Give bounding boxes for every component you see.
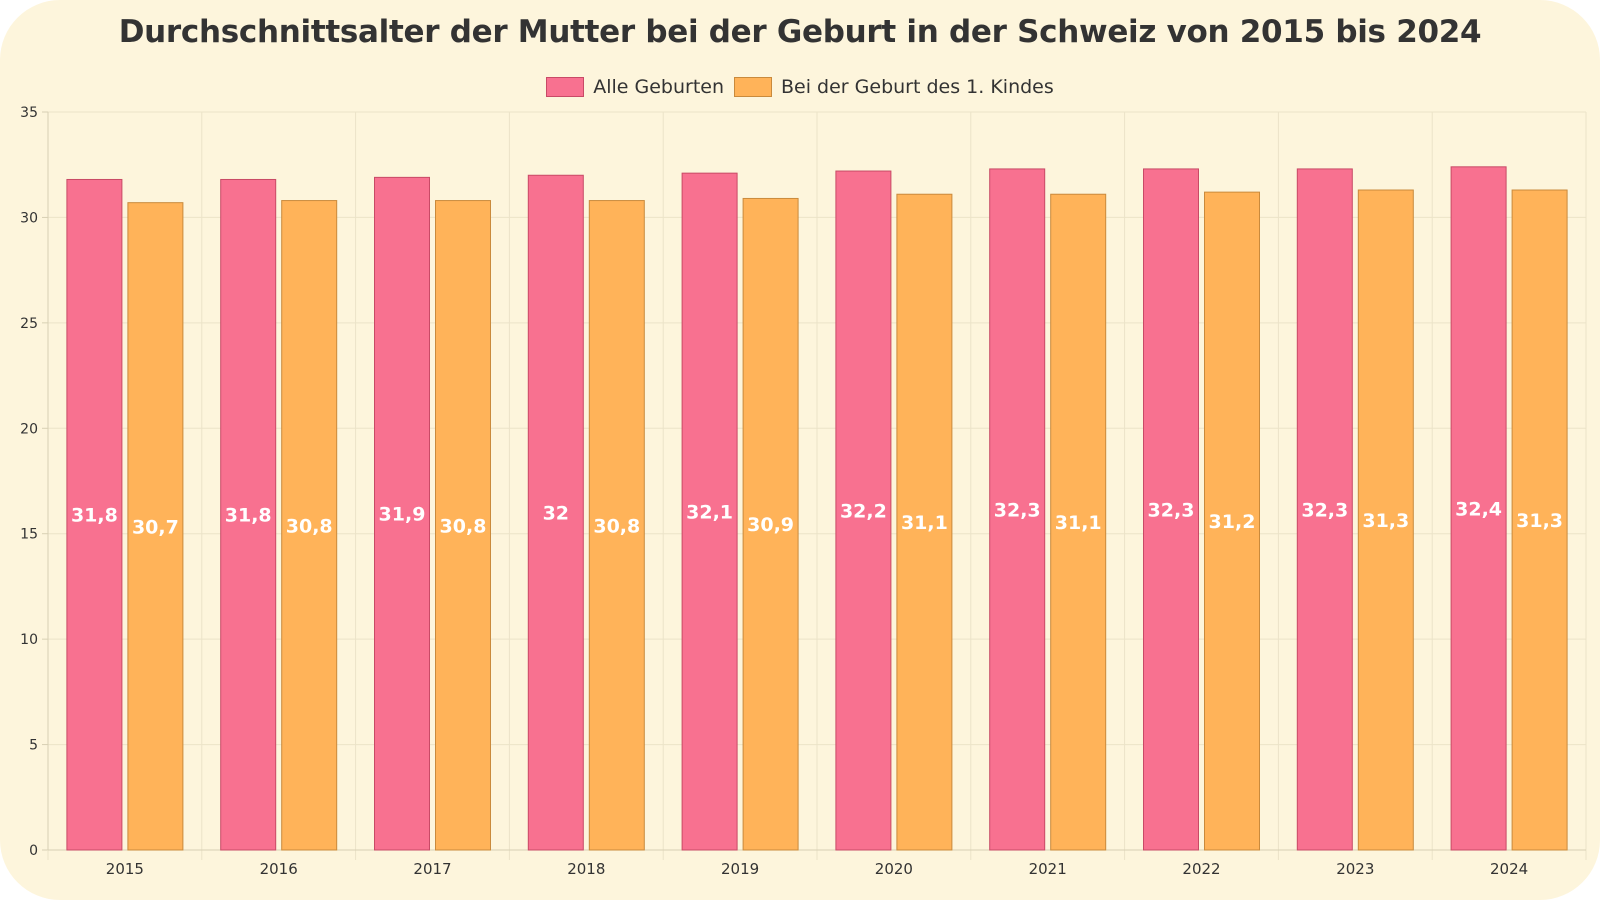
bar-value-label: 30,8 (286, 515, 333, 537)
bar-value-label: 31,1 (1055, 512, 1102, 534)
bar-value-label: 31,3 (1516, 510, 1563, 532)
bar-value-label: 32,3 (1301, 499, 1348, 521)
bar-value-label: 30,9 (747, 514, 794, 536)
x-tick-label: 2021 (1029, 860, 1067, 878)
chart-title: Durchschnittsalter der Mutter bei der Ge… (118, 14, 1482, 50)
bar-alle-geburten-2021[interactable] (989, 168, 1046, 851)
x-tick-label: 2016 (260, 860, 298, 878)
y-tick-label: 15 (20, 527, 38, 543)
legend-swatch-erstes-kind (734, 77, 773, 97)
bar-alle-geburten-2016[interactable] (220, 178, 277, 851)
bar-erstes-kind-2015[interactable] (127, 202, 184, 851)
bar-alle-geburten-2020[interactable] (835, 170, 892, 851)
bar-value-label: 31,9 (379, 504, 426, 526)
bar-value-label: 32,3 (994, 499, 1041, 521)
chart-legend: Alle Geburten Bei der Geburt des 1. Kind… (0, 76, 1600, 98)
bar-value-label: 32,1 (686, 502, 733, 524)
bar-alle-geburten-2023[interactable] (1296, 168, 1353, 851)
legend-item-alle-geburten[interactable]: Alle Geburten (546, 76, 724, 98)
x-tick-label: 2019 (721, 860, 759, 878)
bar-erstes-kind-2024[interactable] (1511, 189, 1568, 851)
legend-label-erstes-kind: Bei der Geburt des 1. Kindes (781, 76, 1054, 98)
bar-value-label: 30,8 (440, 515, 487, 537)
bar-erstes-kind-2020[interactable] (896, 193, 953, 851)
legend-label-alle-geburten: Alle Geburten (593, 76, 725, 98)
bar-erstes-kind-2017[interactable] (435, 200, 491, 851)
x-tick-label: 2022 (1182, 860, 1220, 878)
legend-swatch-alle-geburten (546, 77, 585, 97)
bar-erstes-kind-2021[interactable] (1050, 193, 1107, 851)
bar-value-label: 30,8 (593, 515, 640, 537)
bar-erstes-kind-2018[interactable] (588, 200, 645, 851)
y-tick-label: 30 (20, 210, 38, 226)
bar-alle-geburten-2015[interactable] (66, 178, 123, 851)
y-tick-label: 35 (20, 105, 38, 121)
bar-value-label: 31,8 (71, 505, 118, 527)
bar-erstes-kind-2023[interactable] (1357, 189, 1414, 851)
bar-value-label: 32,2 (840, 501, 887, 523)
bar-value-label: 31,3 (1362, 510, 1409, 532)
legend-item-erstes-kind[interactable]: Bei der Geburt des 1. Kindes (734, 76, 1054, 98)
bar-alle-geburten-2019[interactable] (681, 172, 738, 851)
bar-alle-geburten-2024[interactable] (1450, 166, 1507, 851)
bar-value-label: 32 (543, 503, 569, 525)
bar-erstes-kind-2016[interactable] (281, 200, 338, 851)
y-tick-label: 0 (29, 843, 38, 859)
y-tick-label: 5 (29, 738, 38, 754)
y-tick-label: 20 (20, 421, 38, 437)
x-tick-label: 2015 (106, 860, 144, 878)
bar-value-label: 30,7 (132, 516, 179, 538)
bar-value-label: 31,1 (901, 512, 948, 534)
y-tick-label: 25 (20, 316, 38, 332)
bar-alle-geburten-2018[interactable] (527, 174, 584, 851)
y-tick-label: 10 (20, 632, 38, 648)
x-tick-label: 2023 (1336, 860, 1374, 878)
x-tick-label: 2024 (1490, 860, 1528, 878)
x-tick-label: 2020 (875, 860, 913, 878)
bar-value-label: 32,4 (1455, 498, 1502, 520)
bar-value-label: 31,8 (225, 505, 272, 527)
bar-erstes-kind-2019[interactable] (742, 197, 799, 851)
bar-value-label: 31,2 (1209, 511, 1256, 533)
bar-alle-geburten-2022[interactable] (1143, 168, 1199, 851)
bar-erstes-kind-2022[interactable] (1204, 191, 1260, 851)
x-tick-label: 2018 (567, 860, 605, 878)
bar-value-label: 32,3 (1148, 499, 1195, 521)
x-tick-label: 2017 (413, 860, 451, 878)
bar-alle-geburten-2017[interactable] (374, 176, 430, 851)
